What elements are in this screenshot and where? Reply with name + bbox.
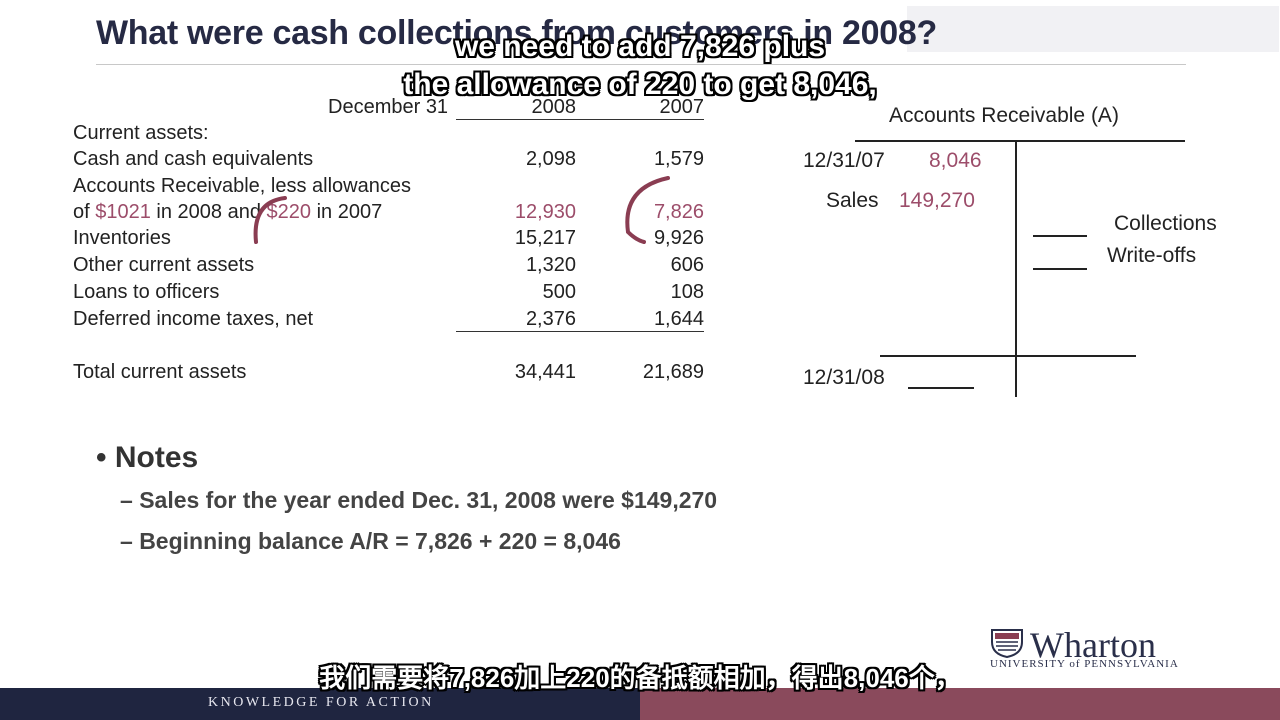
bs-row-2008: 2,098 [525,148,576,170]
note-item: – Sales for the year ended Dec. 31, 2008… [120,487,717,514]
t-account-begin-value: 8,046 [929,149,982,172]
bs-row-label: Other current assets [73,254,255,276]
footer-tagline: KNOWLEDGE FOR ACTION [208,695,434,710]
wharton-shield-icon [991,629,1023,658]
t-account-sales-label: Sales [826,189,879,212]
dash-icon: – [120,487,140,513]
bs-row-2008: 1,320 [525,254,576,276]
collections-blank [1033,235,1087,237]
watermark-box [907,6,1279,52]
bs-row-2007: 1,644 [653,308,704,330]
bs-row-label: Loans to officers [73,281,220,303]
t-account-writeoffs: Write-offs [1107,244,1197,267]
writeoffs-blank [1033,268,1087,270]
footer-right-band [640,688,1280,720]
bs-ar-2007: 7,826 [653,201,704,223]
slide-title: What were cash collections from customer… [96,14,937,52]
bs-text: in 2008 and [150,201,267,223]
bs-ar-2008: 12,930 [514,201,576,223]
annotation-curve-1 [253,196,287,244]
bs-row-2007: 9,926 [653,227,704,249]
annotation-curve-2 [625,176,670,244]
bs-header-rule [456,119,704,120]
dash-icon: – [120,528,140,554]
bullet-icon: • [96,441,115,474]
subtitle-line-1: we need to add 7,826 plus [454,30,826,63]
title-divider [96,64,1186,65]
subtitle-line-2: the allowance of 220 to get 8,046, [403,68,877,101]
bs-row-2007: 606 [670,254,704,276]
bs-total-2008: 34,441 [514,361,576,383]
bs-row-2008: 500 [542,281,576,303]
bs-text: of [73,201,96,223]
allowance-2008: $1021 [95,201,151,223]
bs-year-2008: 2008 [531,96,577,118]
t-account-top-rule [855,140,1185,142]
bs-row-2008: 15,217 [514,227,576,249]
subtitle-chinese: 我们需要将7,826加上220的备抵额相加，得出8,046个， [319,663,961,693]
t-account-begin-date: 12/31/07 [803,149,885,172]
t-account-end-date: 12/31/08 [803,366,885,389]
wharton-logo-sub: UNIVERSITY of PENNSYLVANIA [990,658,1179,670]
bs-total-rule [456,331,704,332]
note-item: – Beginning balance A/R = 7,826 + 220 = … [120,528,621,555]
bs-row-label-allowances: of $1021 in 2008 and $220 in 2007 [73,201,382,224]
bs-total-label: Total current assets [73,361,247,383]
t-account-divider [1015,141,1017,397]
notes-heading-text: Notes [114,441,199,474]
wharton-logo-text: Wharton [1030,625,1156,665]
bs-row-2007: 108 [670,281,704,303]
bs-row-label: Inventories [73,227,171,249]
ending-balance-blank [908,387,974,389]
bs-text: in 2007 [311,201,383,223]
bs-row-2008: 2,376 [525,308,576,330]
bs-row-label: Cash and cash equivalents [73,148,314,170]
note-text: Sales for the year ended Dec. 31, 2008 w… [139,487,718,513]
t-account-sales-value: 149,270 [899,189,975,212]
bs-row-label: Deferred income taxes, net [73,308,314,330]
footer-left-band [0,688,640,720]
t-account-collections: Collections [1114,212,1217,235]
t-account-bottom-rule [880,355,1136,357]
t-account-title: Accounts Receivable (A) [889,104,1119,127]
bs-total-2007: 21,689 [642,361,704,383]
bs-row-label: Accounts Receivable, less allowances [73,175,411,197]
bs-header-label: December 31 [328,96,449,118]
bs-row-2007: 1,579 [653,148,704,170]
notes-heading: • Notes [96,441,198,475]
bs-section-label: Current assets: [73,122,209,144]
note-text: Beginning balance A/R = 7,826 + 220 = 8,… [139,528,621,554]
allowance-2007: $220 [266,201,312,223]
bs-year-2007: 2007 [659,96,705,118]
